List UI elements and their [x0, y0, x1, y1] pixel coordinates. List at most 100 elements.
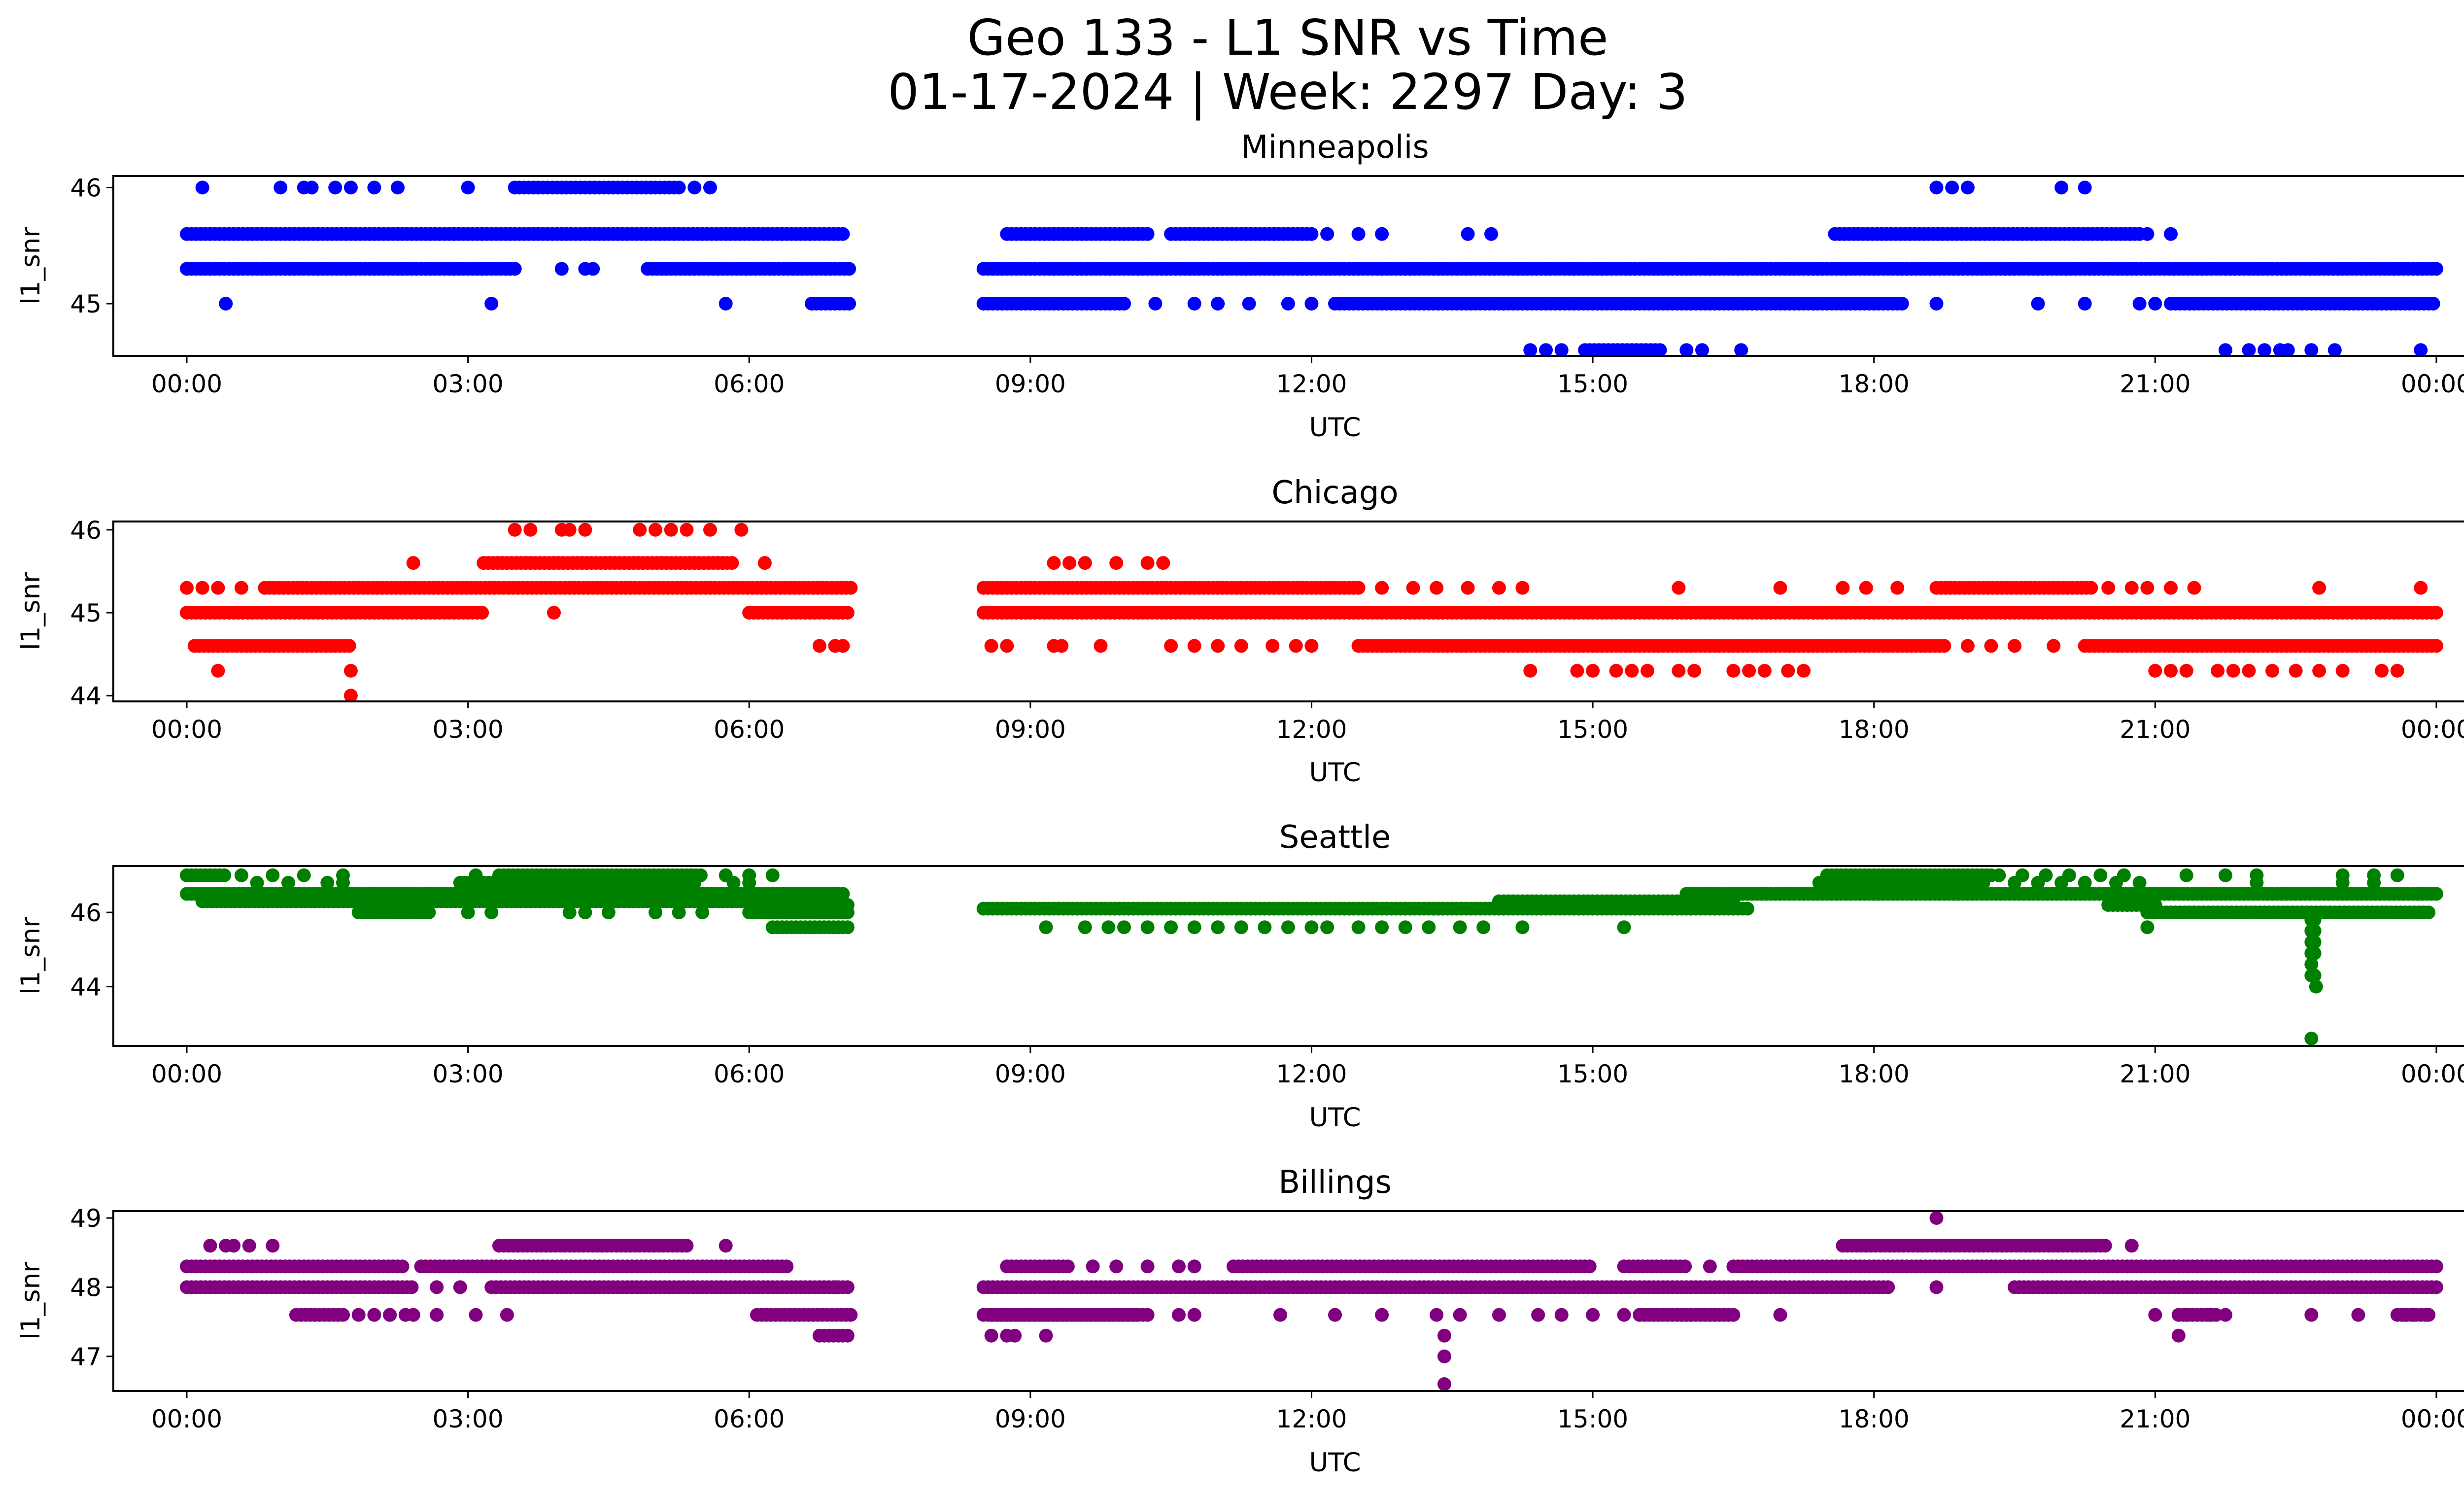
data-point [2307, 969, 2322, 982]
data-point [219, 297, 233, 311]
data-point [1695, 343, 1709, 357]
data-point [1164, 920, 1178, 935]
x-tick-label: 00:00 [151, 1060, 222, 1088]
subplot-title: Billings [1278, 1164, 1392, 1201]
data-point [984, 639, 998, 653]
x-tick-label: 18:00 [1839, 715, 1910, 744]
data-point [1289, 639, 1303, 653]
data-point [1320, 920, 1335, 935]
y-tick-label: 48 [70, 1273, 102, 1302]
data-point [430, 1308, 444, 1322]
data-point [1492, 581, 1506, 595]
data-point [2335, 663, 2350, 678]
data-point [395, 1259, 410, 1274]
data-point [484, 297, 499, 311]
data-point [578, 522, 592, 537]
data-point [1554, 1308, 1569, 1322]
data-point [461, 905, 475, 920]
data-point [2148, 297, 2162, 311]
data-point [734, 522, 749, 537]
data-point [672, 905, 686, 920]
data-point [2148, 663, 2162, 678]
data-point [1476, 920, 1491, 935]
data-point [1078, 920, 1092, 935]
data-point [250, 875, 264, 890]
data-point [2309, 979, 2323, 994]
data-point [1531, 1308, 1545, 1322]
data-point [1187, 297, 1201, 311]
data-point [2242, 343, 2256, 357]
plot-frame [112, 175, 2464, 357]
scatter-points-chicago [180, 522, 2443, 703]
x-axis-label: UTC [1309, 758, 1361, 788]
data-point [695, 905, 710, 920]
data-point [2164, 581, 2178, 595]
data-point [1117, 920, 1131, 935]
data-point [1437, 1377, 1451, 1391]
data-point [1437, 1328, 1451, 1343]
data-point [2062, 868, 2076, 882]
y-axis-label: l1_snr [16, 227, 46, 305]
data-point [500, 1308, 514, 1322]
data-point [475, 606, 489, 620]
data-point [1273, 1308, 1287, 1322]
data-point [1960, 180, 1975, 195]
data-point [1351, 227, 1366, 241]
data-point [1453, 1308, 1467, 1322]
data-point [1929, 180, 1944, 195]
data-point [842, 297, 856, 311]
data-point [836, 887, 850, 901]
scatter-points-seattle [180, 868, 2443, 1045]
data-point [2140, 920, 2155, 935]
data-point [719, 297, 733, 311]
data-point [2351, 1308, 2365, 1322]
data-point [351, 1308, 366, 1322]
x-tick-label: 15:00 [1557, 1405, 1628, 1433]
y-tick-label: 47 [70, 1343, 102, 1371]
data-point [2140, 227, 2155, 241]
data-point [2304, 1031, 2319, 1045]
data-point [2327, 343, 2342, 357]
data-point [2218, 868, 2232, 882]
data-point [1140, 1259, 1155, 1274]
y-axis-label: l1_snr [16, 572, 46, 650]
x-tick-label: 03:00 [433, 1405, 504, 1433]
data-point [780, 1259, 794, 1274]
data-point [703, 522, 717, 537]
data-point [1211, 297, 1225, 311]
data-point [725, 556, 739, 570]
data-point [1094, 639, 1108, 653]
subplot-title: Minneapolis [1241, 129, 1429, 166]
data-point [469, 868, 483, 882]
data-point [1047, 227, 1061, 241]
y-tick-label: 46 [70, 516, 102, 545]
data-point [508, 262, 522, 276]
data-point [1678, 1259, 1692, 1274]
data-point [1172, 1259, 1186, 1274]
data-point [680, 522, 694, 537]
data-point [828, 1280, 842, 1294]
data-point [1398, 920, 1412, 935]
data-point [1156, 556, 1170, 570]
data-point [1281, 297, 1295, 311]
data-point [1945, 180, 1959, 195]
data-point [1672, 581, 1686, 595]
data-point [1625, 663, 1639, 678]
data-point [1351, 920, 1366, 935]
data-point [1929, 1280, 1944, 1294]
data-point [649, 905, 662, 920]
data-point [719, 1239, 733, 1253]
data-point [742, 868, 756, 882]
data-point [461, 180, 475, 195]
x-tick-label: 00:00 [2401, 370, 2464, 398]
data-point [1539, 343, 1553, 357]
data-point [1164, 639, 1178, 653]
data-point [2124, 1239, 2139, 1253]
data-point [1742, 663, 1756, 678]
data-point [508, 522, 522, 537]
data-point [1582, 1259, 1597, 1274]
y-tick-label: 45 [70, 599, 102, 627]
data-point [2390, 663, 2404, 678]
data-point [1672, 663, 1686, 678]
